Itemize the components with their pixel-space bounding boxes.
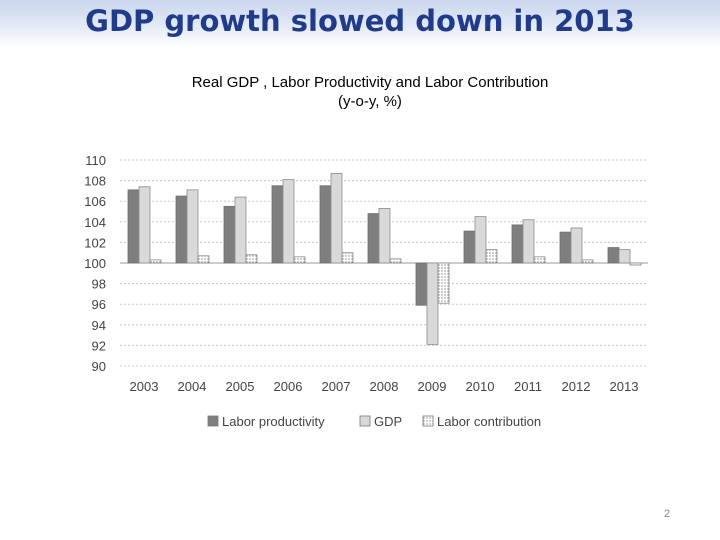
bar-labor-productivity [415,262,428,306]
bar-gdp [186,189,199,264]
bar-gdp [522,219,535,264]
y-tick-label: 96 [92,297,106,312]
bar-labor-productivity [127,189,140,264]
bar-labor-productivity [559,231,572,264]
bar-gdp [138,186,151,264]
bar-gdp [426,262,439,345]
x-tick-label: 2003 [130,379,159,394]
bar-labor-contribution [485,249,498,264]
y-tick-label: 108 [84,174,106,189]
x-tick-label: 2006 [274,379,303,394]
bar-labor-productivity [607,247,620,264]
bar-labor-contribution [341,252,354,264]
x-axis-ticks: 2003 2004 2005 2006 2007 2008 2009 2010 2011 2012… [130,379,639,394]
y-tick-label: 102 [84,235,106,250]
chart-subtitle: (y-o-y, %) [338,93,402,110]
y-tick-label: 104 [84,215,106,230]
bar-labor-productivity [175,195,188,264]
bar-gdp [330,172,343,264]
bar-labor-contribution [629,262,642,266]
bar-labor-contribution [581,259,594,264]
y-tick-label: 90 [92,359,106,374]
y-tick-label: 106 [84,194,106,209]
x-tick-label: 2010 [466,379,495,394]
x-tick-label: 2011 [514,379,542,394]
bars [127,172,642,345]
legend-label: GDP [374,414,402,429]
x-tick-label: 2007 [322,379,351,394]
bar-labor-contribution [245,254,258,264]
bar-labor-contribution [437,262,450,304]
bar-labor-contribution [389,258,402,264]
y-tick-label: 92 [92,338,106,353]
bar-gdp [570,227,583,264]
chart-title: Real GDP , Labor Productivity and Labor … [191,74,549,91]
legend-swatch [422,415,434,427]
bar-labor-productivity [319,185,332,264]
bar-labor-productivity [367,213,380,264]
page-number: 2 [664,508,671,520]
bar-labor-contribution [293,256,306,264]
bar-labor-productivity [511,224,524,264]
bar-gdp [474,216,487,264]
x-tick-label: 2005 [226,379,255,394]
bar-labor-productivity [463,230,476,264]
slide-title: GDP growth slowed down in 2013 [85,4,635,38]
bar-gdp [378,208,391,264]
legend-swatch [207,415,219,427]
legend-swatch [359,415,371,427]
bar-labor-productivity [223,205,236,264]
x-tick-label: 2009 [418,379,447,394]
bar-labor-contribution [533,256,546,264]
legend: Labor productivity GDP Labor contribution [207,414,541,429]
bar-gdp [282,179,295,264]
x-tick-label: 2012 [562,379,591,394]
bar-gdp [618,249,631,264]
y-tick-label: 110 [85,153,106,168]
y-tick-label: 100 [84,256,106,271]
title-bar [0,0,720,48]
legend-label: Labor contribution [437,414,541,429]
x-tick-label: 2008 [370,379,399,394]
bar-gdp [234,196,247,264]
chart-title-block: Real GDP , Labor Productivity and Labor … [150,73,590,111]
y-tick-label: 98 [92,277,106,292]
x-tick-label: 2004 [178,379,207,394]
legend-label: Labor productivity [222,414,325,429]
x-tick-label: 2013 [610,379,639,394]
bar-labor-productivity [271,185,284,264]
y-axis-ticks: 110 108 106 104 102 100 98 96 94 92 90 [84,153,106,374]
bar-labor-contribution [149,259,162,264]
bar-labor-contribution [197,255,210,264]
y-tick-label: 94 [92,318,106,333]
